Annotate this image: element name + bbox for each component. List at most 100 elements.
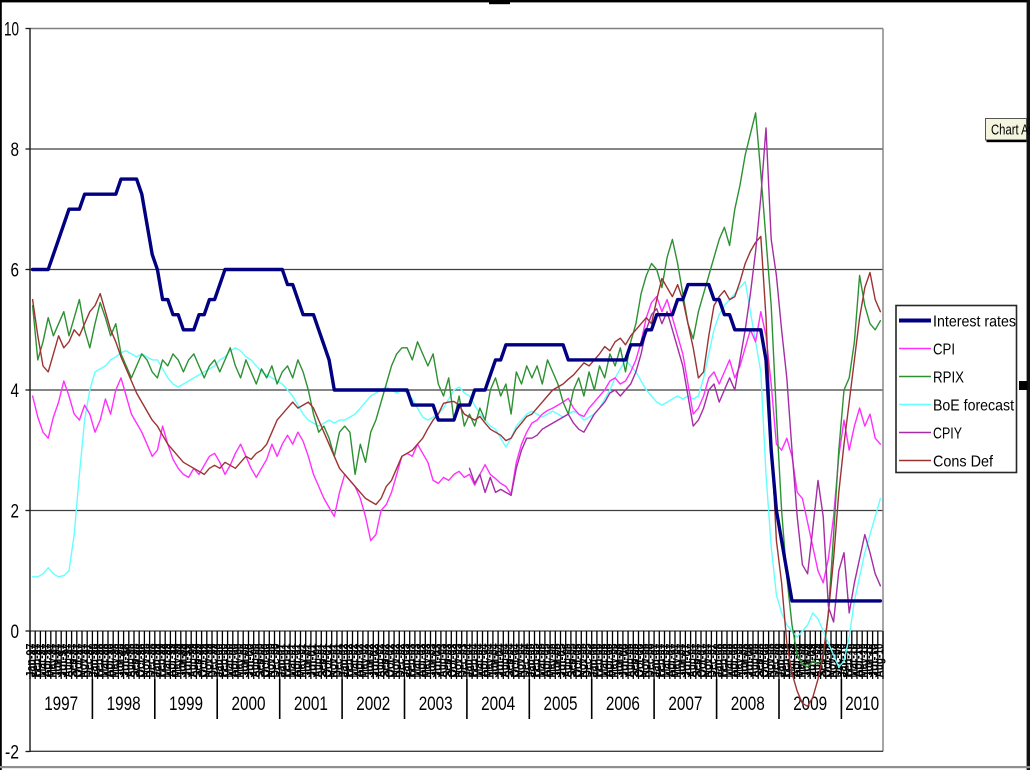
svg-text:Feb-01: Feb-01	[278, 644, 293, 678]
svg-text:10: 10	[4, 19, 19, 40]
svg-text:Aug-07: Aug-07	[684, 644, 699, 678]
svg-text:Nov-09: Nov-09	[824, 644, 839, 678]
svg-text:6: 6	[11, 260, 20, 281]
svg-text:Nov-06: Nov-06	[637, 644, 652, 678]
svg-text:Dec-02: Dec-02	[393, 644, 408, 678]
svg-text:Aug-99: Aug-99	[184, 644, 199, 678]
svg-text:Jan-97: Jan-97	[23, 644, 38, 678]
svg-text:Sep-02: Sep-02	[377, 644, 392, 678]
svg-text:2000: 2000	[232, 694, 266, 715]
svg-text:Jul-98: Jul-98	[117, 644, 132, 678]
svg-text:2: 2	[11, 501, 20, 522]
svg-text:Mar-08: Mar-08	[720, 644, 735, 678]
svg-text:Sep-07: Sep-07	[689, 644, 704, 678]
svg-text:CPI: CPI	[933, 341, 955, 358]
svg-text:Jan-01: Jan-01	[273, 644, 288, 678]
svg-text:2009: 2009	[793, 694, 827, 715]
svg-text:Dec-06: Dec-06	[642, 644, 657, 678]
svg-text:Jul-99: Jul-99	[179, 644, 194, 678]
svg-text:Aug-01: Aug-01	[309, 644, 324, 678]
svg-text:Mar-10: Mar-10	[845, 644, 860, 678]
svg-text:Jan-04: Jan-04	[460, 643, 475, 678]
svg-text:Feb-07: Feb-07	[653, 644, 668, 678]
svg-text:Dec-97: Dec-97	[80, 644, 95, 678]
svg-text:Oct-02: Oct-02	[382, 644, 397, 678]
svg-text:Jun-07: Jun-07	[673, 644, 688, 678]
svg-text:2004: 2004	[481, 694, 515, 715]
svg-text:4: 4	[11, 381, 20, 402]
svg-text:Jul-09: Jul-09	[803, 644, 818, 678]
svg-text:Apr-99: Apr-99	[164, 644, 179, 678]
svg-text:Oct-01: Oct-01	[320, 644, 335, 678]
svg-text:Feb-04: Feb-04	[465, 643, 480, 678]
svg-text:Jan-02: Jan-02	[335, 644, 350, 678]
svg-text:Jan-00: Jan-00	[210, 644, 225, 678]
svg-text:Jan-09: Jan-09	[772, 644, 787, 678]
svg-text:Jun-98: Jun-98	[112, 644, 127, 678]
svg-text:Oct-05: Oct-05	[569, 644, 584, 678]
svg-text:Apr-97: Apr-97	[39, 644, 54, 678]
svg-text:Nov-07: Nov-07	[699, 644, 714, 678]
svg-text:Jan-07: Jan-07	[647, 644, 662, 678]
svg-text:Jul-02: Jul-02	[367, 644, 382, 678]
svg-text:Nov-05: Nov-05	[575, 644, 590, 678]
svg-text:Nov-01: Nov-01	[325, 644, 340, 678]
svg-text:Cons Def: Cons Def	[933, 453, 993, 470]
svg-text:Nov-00: Nov-00	[263, 644, 278, 678]
svg-text:May-02: May-02	[356, 644, 371, 678]
svg-text:Oct-00: Oct-00	[257, 644, 272, 678]
svg-text:Jul-06: Jul-06	[616, 644, 631, 678]
svg-text:Dec-05: Dec-05	[580, 644, 595, 678]
svg-text:0: 0	[11, 622, 20, 643]
svg-text:May-99: May-99	[169, 644, 184, 678]
svg-text:Aug-04: Aug-04	[497, 643, 512, 678]
svg-text:Feb-10: Feb-10	[840, 644, 855, 678]
svg-text:May-03: May-03	[419, 644, 434, 678]
svg-text:Apr-07: Apr-07	[663, 644, 678, 678]
svg-text:Jan-05: Jan-05	[523, 644, 538, 678]
svg-text:May-98: May-98	[106, 644, 121, 678]
svg-text:Dec-04: Dec-04	[517, 643, 532, 678]
svg-text:Jun-00: Jun-00	[236, 644, 251, 678]
svg-text:Apr-03: Apr-03	[413, 644, 428, 678]
svg-text:Dec-09: Dec-09	[829, 644, 844, 678]
svg-text:Oct-08: Oct-08	[757, 644, 772, 678]
svg-text:2001: 2001	[294, 694, 328, 715]
svg-text:Mar-00: Mar-00	[221, 644, 236, 678]
svg-text:2002: 2002	[356, 694, 390, 715]
svg-text:Jul-03: Jul-03	[429, 644, 444, 678]
svg-text:Jun-08: Jun-08	[736, 644, 751, 678]
svg-text:1997: 1997	[44, 694, 78, 715]
svg-text:Jul-08: Jul-08	[741, 644, 756, 678]
svg-text:Mar-99: Mar-99	[158, 644, 173, 678]
svg-text:Nov-03: Nov-03	[450, 644, 465, 678]
svg-text:May-06: May-06	[606, 644, 621, 678]
svg-text:Aug-10: Aug-10	[871, 644, 886, 678]
svg-text:Apr-06: Apr-06	[601, 644, 616, 678]
svg-text:Mar-98: Mar-98	[96, 644, 111, 678]
svg-text:Jan-06: Jan-06	[585, 644, 600, 678]
svg-text:Sep-00: Sep-00	[252, 644, 267, 678]
svg-text:Mar-07: Mar-07	[658, 644, 673, 678]
svg-text:Jun-02: Jun-02	[361, 644, 376, 678]
svg-text:Jan-03: Jan-03	[398, 644, 413, 678]
svg-text:Sep-03: Sep-03	[439, 644, 454, 678]
svg-text:Jul-05: Jul-05	[554, 644, 569, 678]
svg-text:Dec-08: Dec-08	[767, 644, 782, 678]
svg-text:Mar-02: Mar-02	[346, 644, 361, 678]
svg-text:Oct-09: Oct-09	[819, 644, 834, 678]
svg-text:May-97: May-97	[44, 644, 59, 678]
svg-text:Sep-98: Sep-98	[127, 644, 142, 678]
svg-text:Jun-06: Jun-06	[611, 644, 626, 678]
svg-text:Oct-06: Oct-06	[632, 644, 647, 678]
svg-text:Jul-01: Jul-01	[304, 644, 319, 678]
svg-text:Feb-08: Feb-08	[715, 644, 730, 678]
svg-text:Feb-00: Feb-00	[216, 644, 231, 678]
svg-text:Feb-05: Feb-05	[528, 644, 543, 678]
svg-text:2010: 2010	[845, 694, 879, 715]
svg-text:Mar-03: Mar-03	[408, 644, 423, 678]
svg-text:Jul-10: Jul-10	[866, 644, 881, 678]
svg-text:2003: 2003	[419, 694, 453, 715]
svg-text:Sep-08: Sep-08	[751, 644, 766, 678]
svg-text:Jun-09: Jun-09	[798, 644, 813, 678]
